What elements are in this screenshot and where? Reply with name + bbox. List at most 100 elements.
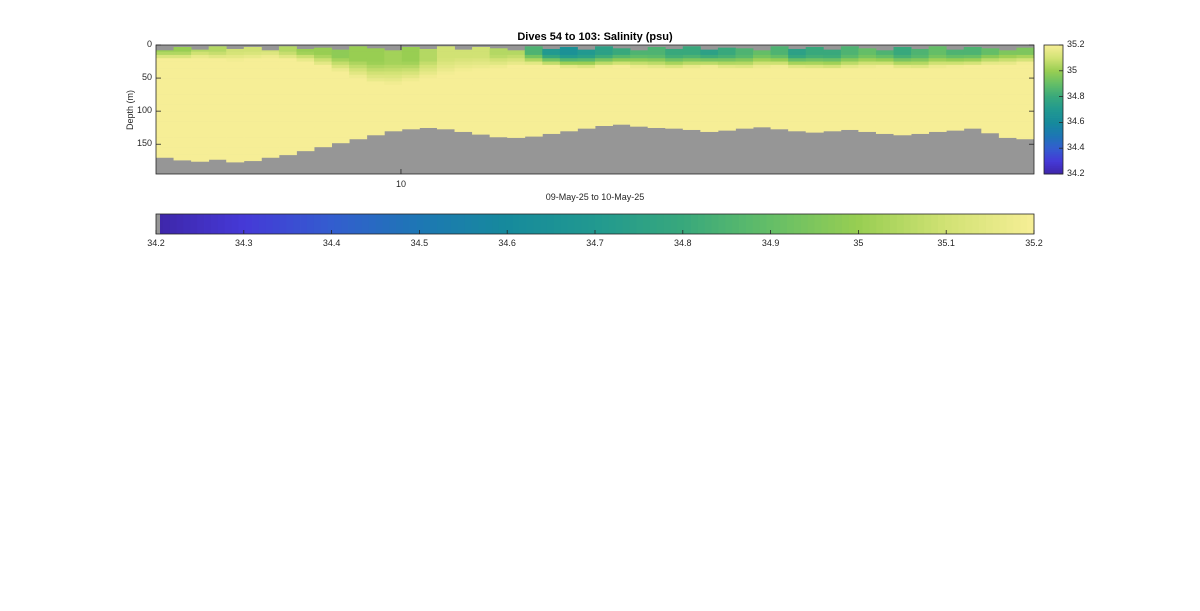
salinity-cell	[156, 64, 174, 69]
salinity-cell	[401, 101, 420, 105]
salinity-cell	[208, 140, 227, 145]
salinity-cell	[296, 144, 315, 148]
salinity-cell	[998, 97, 1017, 102]
salinity-cell	[261, 51, 280, 56]
salinity-cell	[436, 84, 455, 89]
salinity-cell	[805, 84, 824, 89]
salinity-cell	[998, 127, 1017, 132]
salinity-cell	[928, 121, 947, 125]
salinity-cell	[770, 97, 789, 102]
salinity-cell	[981, 127, 1000, 132]
salinity-cell	[858, 68, 877, 72]
salinity-cell	[612, 61, 631, 66]
salinity-cell	[243, 104, 262, 109]
hcolorbar-segment	[293, 214, 301, 234]
salinity-cell	[173, 157, 192, 161]
hcolorbar-segment	[368, 214, 376, 234]
salinity-cell	[682, 117, 701, 122]
salinity-cell	[314, 124, 332, 128]
salinity-cell	[647, 58, 666, 62]
salinity-cell	[331, 54, 350, 59]
colorbar-segment	[1044, 81, 1063, 84]
colorbar-segment	[1044, 133, 1063, 137]
hcolorbar-tick-label: 35.1	[937, 238, 955, 248]
salinity-cell	[717, 88, 736, 92]
salinity-cell	[349, 51, 368, 56]
salinity-cell	[278, 51, 297, 56]
salinity-cell	[384, 104, 403, 109]
salinity-cell	[524, 97, 543, 102]
salinity-cell	[981, 97, 1000, 102]
salinity-cell	[331, 137, 350, 142]
salinity-cell	[226, 71, 245, 76]
salinity-cell	[401, 111, 420, 115]
salinity-cell	[454, 117, 473, 122]
salinity-cell	[191, 97, 210, 102]
salinity-cell	[278, 140, 297, 145]
salinity-cell	[226, 147, 245, 152]
salinity-cell	[893, 78, 912, 82]
salinity-cell	[507, 117, 526, 122]
salinity-cell	[788, 124, 807, 128]
salinity-cell	[226, 154, 245, 158]
salinity-cell	[753, 94, 771, 99]
salinity-cell	[911, 81, 930, 85]
salinity-cell	[893, 121, 912, 125]
hcolorbar-segment	[512, 214, 520, 234]
salinity-cell	[928, 68, 947, 72]
salinity-cell	[682, 104, 701, 109]
salinity-cell	[893, 91, 912, 95]
salinity-cell	[682, 107, 701, 112]
salinity-cell	[700, 61, 719, 66]
salinity-cell	[507, 78, 526, 82]
hcolorbar-tick-label: 34.2	[147, 238, 165, 248]
salinity-cell	[559, 127, 578, 132]
salinity-cell	[349, 104, 368, 109]
salinity-cell	[472, 74, 491, 79]
salinity-cell	[735, 78, 754, 82]
salinity-cell	[612, 101, 631, 105]
salinity-cell	[577, 58, 596, 62]
salinity-cell	[647, 78, 666, 82]
salinity-cell	[296, 81, 315, 85]
hcolorbar-segment	[848, 214, 857, 234]
salinity-cell	[436, 64, 455, 69]
salinity-cell	[840, 117, 859, 122]
salinity-cell	[507, 68, 526, 72]
salinity-cell	[156, 131, 174, 135]
salinity-cell	[700, 71, 719, 76]
salinity-cell	[717, 127, 736, 131]
salinity-cell	[665, 88, 684, 92]
salinity-cell	[472, 101, 491, 105]
salinity-cell	[911, 127, 930, 132]
salinity-cell	[191, 91, 210, 95]
hcolorbar-segment	[389, 214, 397, 234]
salinity-cell	[717, 78, 736, 82]
salinity-cell	[682, 46, 701, 49]
salinity-cell	[366, 111, 385, 115]
salinity-cell	[384, 81, 403, 85]
salinity-cell	[665, 64, 684, 69]
salinity-cell	[401, 81, 420, 85]
salinity-cell	[595, 124, 613, 126]
salinity-cell	[840, 101, 859, 105]
salinity-cell	[682, 124, 701, 128]
salinity-cell	[981, 101, 1000, 105]
salinity-cell	[226, 78, 245, 82]
salinity-cell	[1016, 104, 1035, 109]
salinity-cell	[840, 71, 859, 76]
salinity-cell	[419, 124, 438, 128]
hcolorbar-segment	[375, 214, 383, 234]
salinity-cell	[665, 104, 684, 109]
salinity-cell	[314, 111, 332, 115]
salinity-cell	[577, 51, 596, 56]
hcolorbar-segment	[985, 214, 994, 234]
salinity-cell	[577, 94, 596, 99]
salinity-cell	[595, 58, 613, 62]
salinity-cell	[893, 104, 912, 109]
salinity-cell	[823, 81, 842, 85]
salinity-cell	[559, 74, 578, 79]
salinity-cell	[612, 58, 631, 62]
salinity-cell	[840, 127, 859, 130]
salinity-cell	[1016, 107, 1035, 112]
